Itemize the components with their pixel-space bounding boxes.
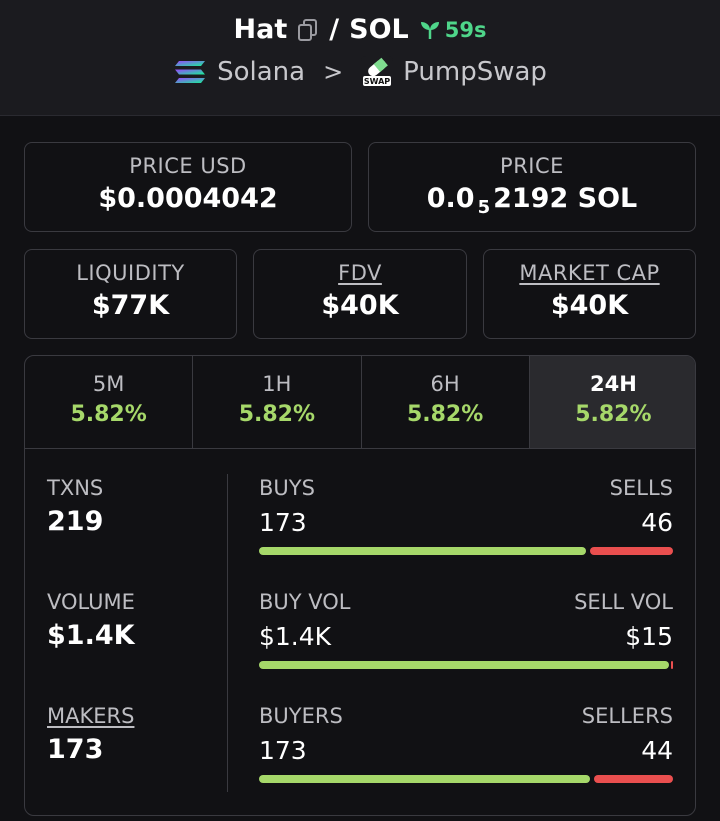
sellers-bar-fill — [594, 775, 673, 783]
fdv-value: $40K — [321, 290, 399, 321]
sells-value: 46 — [641, 508, 673, 537]
tab-label: 24H — [589, 372, 637, 396]
volume-bar — [259, 661, 673, 669]
pair-age: 59s — [419, 17, 487, 42]
volume-stat: VOLUME $1.4K — [47, 590, 135, 651]
buys-sells-split: BUYS SELLS 173 46 — [259, 476, 673, 555]
market-cap-card: MARKET CAP $40K — [483, 249, 696, 339]
buys-value: 173 — [259, 508, 307, 537]
price-native-value: 0.0 5 2192 SOL — [369, 183, 695, 218]
tab-24h[interactable]: 24H 5.82% — [529, 356, 695, 448]
volume-label: VOLUME — [47, 590, 135, 614]
tab-5m[interactable]: 5M 5.82% — [25, 356, 194, 448]
buys-sells-bar — [259, 547, 673, 555]
volume-split: BUY VOL SELL VOL $1.4K $15 — [259, 590, 673, 669]
stats-panel: 5M 5.82% 1H 5.82% 6H 5.82% 24H 5.82% TXN… — [24, 355, 696, 816]
price-prefix: 0.0 — [426, 183, 475, 214]
timeframe-tabs: 5M 5.82% 1H 5.82% 6H 5.82% 24H 5.82% — [25, 356, 695, 449]
tab-change: 5.82% — [238, 402, 316, 427]
price-usd-value: $0.0004042 — [98, 183, 278, 214]
buy-vol-bar-fill — [259, 661, 669, 669]
buyers-label: BUYERS — [259, 704, 343, 728]
txns-label: TXNS — [47, 476, 104, 500]
pair-header: Hat / SOL 59s So — [0, 0, 720, 116]
liquidity-value: $77K — [91, 290, 170, 321]
buys-bar-fill — [259, 547, 586, 555]
token-symbol: Hat — [233, 14, 288, 45]
swap-badge-text: SWAP — [364, 77, 390, 86]
sell-vol-label: SELL VOL — [574, 590, 673, 614]
tab-change: 5.82% — [70, 402, 147, 427]
pumpswap-icon: SWAP — [361, 56, 394, 88]
quote-symbol: SOL — [349, 14, 409, 45]
price-native-card: PRICE 0.0 5 2192 SOL — [368, 142, 696, 232]
pair-separator: / — [329, 14, 340, 45]
makers-value: 173 — [47, 734, 104, 765]
dex-link[interactable]: PumpSwap — [403, 57, 547, 87]
tab-1h[interactable]: 1H 5.82% — [193, 356, 362, 448]
price-unit: SOL — [577, 183, 638, 214]
buy-vol-value: $1.4K — [259, 622, 332, 651]
pair-title: Hat / SOL 59s — [0, 14, 720, 45]
tab-label: 1H — [262, 372, 292, 396]
copy-icon[interactable] — [297, 18, 319, 42]
fdv-card: FDV $40K — [253, 249, 467, 339]
price-digits: 2192 — [493, 183, 569, 214]
liquidity-card: LIQUIDITY $77K — [24, 249, 237, 339]
sprout-icon — [420, 21, 439, 39]
solana-icon — [175, 61, 206, 83]
sellers-label: SELLERS — [581, 704, 673, 728]
buyers-value: 173 — [259, 736, 307, 765]
chevron-right-icon: > — [323, 58, 344, 86]
tab-label: 5M — [92, 372, 125, 396]
sells-label: SELLS — [609, 476, 673, 500]
pair-source: Solana > SWAP PumpSwap — [0, 56, 720, 88]
buy-vol-label: BUY VOL — [259, 590, 351, 614]
buyers-sellers-split: BUYERS SELLERS 173 44 — [259, 704, 673, 783]
liquidity-label: LIQUIDITY — [76, 261, 185, 285]
market-cap-label[interactable]: MARKET CAP — [519, 261, 660, 285]
sell-vol-value: $15 — [625, 622, 673, 651]
sells-bar-fill — [590, 547, 673, 555]
price-usd-label: PRICE USD — [129, 154, 247, 178]
buys-label: BUYS — [259, 476, 315, 500]
price-zero-count: 5 — [477, 197, 491, 218]
tab-6h[interactable]: 6H 5.82% — [362, 356, 530, 448]
market-cap-value: $40K — [550, 290, 629, 321]
buyers-bar-fill — [259, 775, 590, 783]
makers-stat: MAKERS 173 — [47, 704, 134, 765]
price-usd-card: PRICE USD $0.0004042 — [24, 142, 352, 232]
txns-stat: TXNS 219 — [47, 476, 103, 537]
tab-label: 6H — [430, 372, 460, 396]
tab-change: 5.82% — [406, 402, 484, 427]
volume-value: $1.4K — [47, 620, 135, 651]
sell-vol-bar-fill — [671, 661, 673, 669]
age-text: 59s — [444, 17, 487, 42]
stats-divider — [227, 474, 228, 792]
chain-link[interactable]: Solana — [217, 57, 306, 87]
makers-label[interactable]: MAKERS — [47, 704, 135, 728]
tab-change: 5.82% — [575, 402, 652, 427]
fdv-label[interactable]: FDV — [338, 261, 382, 285]
sellers-value: 44 — [641, 736, 673, 765]
price-native-label: PRICE — [500, 154, 564, 178]
txns-value: 219 — [47, 506, 104, 537]
buyers-sellers-bar — [259, 775, 673, 783]
